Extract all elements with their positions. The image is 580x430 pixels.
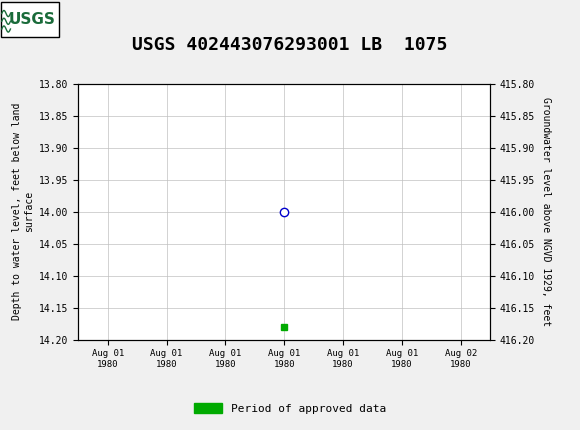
Y-axis label: Depth to water level, feet below land
surface: Depth to water level, feet below land su… (12, 103, 34, 320)
Text: USGS: USGS (9, 12, 55, 27)
Text: USGS 402443076293001 LB  1075: USGS 402443076293001 LB 1075 (132, 36, 448, 54)
FancyBboxPatch shape (1, 2, 59, 37)
Y-axis label: Groundwater level above NGVD 1929, feet: Groundwater level above NGVD 1929, feet (541, 97, 550, 326)
Legend: Period of approved data: Period of approved data (190, 399, 390, 418)
